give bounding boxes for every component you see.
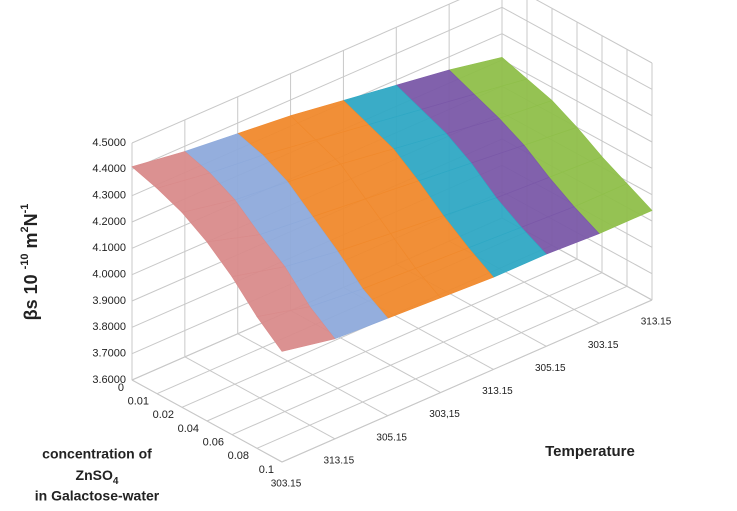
x-tick-label: 305.15	[535, 363, 566, 374]
x-tick-label: 313.15	[641, 317, 672, 328]
z-tick-label: 4.2000	[92, 216, 126, 228]
y-tick-label: 0.1	[259, 464, 274, 476]
z-title-sup: -10	[19, 253, 31, 269]
x-axis-title: Temperature	[545, 443, 635, 460]
y-title-sub: 4	[113, 476, 119, 487]
z-tick-label: 4.3000	[92, 190, 126, 202]
z-title-part: m	[21, 232, 41, 253]
y-title-part: ZnSO	[76, 467, 113, 483]
surface	[131, 57, 653, 352]
z-tick-label: 3.9000	[92, 295, 126, 307]
z-tick-label: 4.0000	[92, 269, 126, 281]
z-tick-label: 3.7000	[92, 348, 126, 360]
axis-line	[131, 379, 283, 463]
z-tick-label: 3.6000	[92, 374, 126, 386]
z-tick-label: 4.4000	[92, 163, 126, 175]
y-tick-label: 0.06	[203, 437, 224, 449]
labels: 3.6000 3.7000 3.8000 3.9000 4.0000 4.1000 4.20…	[92, 137, 671, 490]
y-axis-title: ZnSO4	[76, 467, 119, 487]
y-tick-label: 0	[118, 382, 124, 394]
z-title-part: βs 10	[21, 269, 41, 320]
y-tick-label: 0.01	[128, 396, 149, 408]
z-title-sup: -1	[19, 204, 31, 214]
x-tick-label: 303,15	[429, 409, 460, 420]
x-tick-label: 303.15	[588, 340, 619, 351]
y-axis-title: concentration of	[42, 446, 152, 462]
z-tick-label: 3.8000	[92, 321, 126, 333]
y-tick-label: 0.08	[228, 450, 249, 462]
floor-line	[231, 272, 603, 436]
floor-line	[206, 258, 578, 422]
y-tick-label: 0.02	[153, 409, 174, 421]
x-tick-label: 313.15	[482, 386, 513, 397]
x-tick-label: 313.15	[324, 455, 355, 466]
grid-line	[131, 0, 460, 144]
y-axis-title: in Galactose-water	[35, 488, 160, 504]
z-tick-label: 4.1000	[92, 242, 126, 254]
z-axis-title: βs 10 -10 m2N-1	[19, 204, 41, 321]
x-tick-label: 305.15	[376, 432, 407, 443]
grid-line	[131, 6, 503, 170]
axis-line	[281, 299, 653, 463]
surface-patch	[256, 306, 336, 352]
y-tick-label: 0.04	[178, 423, 199, 435]
floor-line	[256, 285, 628, 449]
z-title-sup: 2	[19, 226, 31, 232]
z-tick-label: 4.5000	[92, 137, 126, 149]
z-title-part: N	[21, 213, 41, 226]
x-tick-label: 303.15	[271, 479, 302, 490]
